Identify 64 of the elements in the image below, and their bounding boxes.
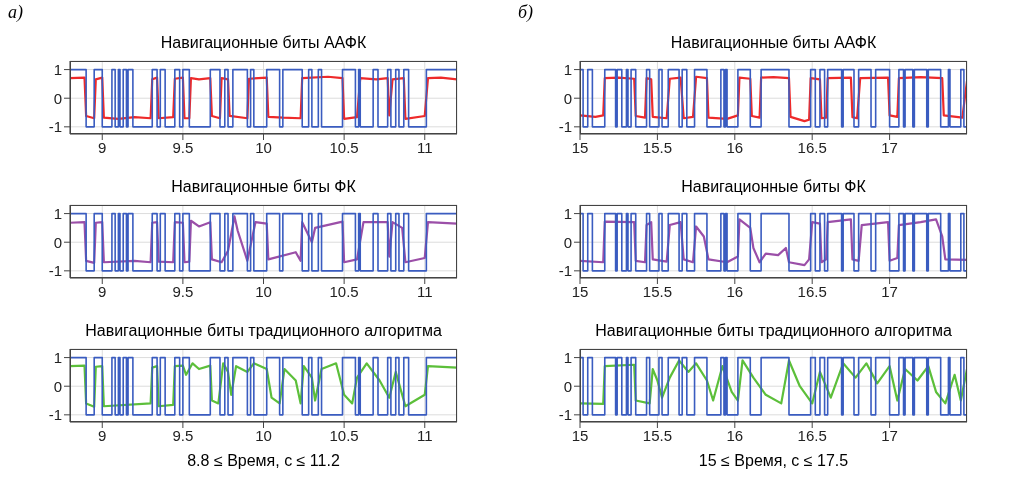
- x-axis-title: 15 ≤ Время, с ≤ 17.5: [697, 452, 850, 470]
- x-tick-label: 17: [881, 426, 898, 444]
- x-tick-label: 15: [571, 282, 589, 300]
- x-tick-label: 15: [571, 426, 589, 444]
- chart-title: Навигационные биты традиционного алгоритма: [594, 322, 953, 340]
- x-tick-label: 11: [416, 138, 433, 156]
- x-tick-label: 10.5: [329, 138, 359, 156]
- y-tick-label: 0: [563, 377, 572, 395]
- y-tick-label: -1: [48, 406, 62, 424]
- x-tick-label: 15.5: [642, 282, 672, 300]
- y-tick-label: -1: [48, 118, 62, 136]
- y-tick-label: -1: [558, 406, 572, 424]
- y-tick-label: 0: [563, 233, 572, 251]
- x-tick-label: 16: [726, 282, 744, 300]
- x-tick-label: 9: [98, 138, 107, 156]
- y-tick-label: 1: [563, 60, 572, 78]
- x-tick-label: 16.5: [797, 282, 827, 300]
- x-tick-label: 9: [98, 426, 107, 444]
- y-tick-label: 1: [53, 60, 62, 78]
- x-tick-label: 9.5: [172, 282, 194, 300]
- y-tick-label: -1: [48, 262, 62, 280]
- x-tick-label: 17: [881, 138, 898, 156]
- line-series: [70, 75, 457, 120]
- chart-title: Навигационные биты ААФК: [669, 34, 878, 52]
- x-tick-label: 15: [571, 138, 589, 156]
- x-tick-label: 9.5: [172, 426, 194, 444]
- line-series: [70, 215, 457, 264]
- x-tick-label: 9.5: [172, 138, 194, 156]
- y-tick-label: -1: [558, 118, 572, 136]
- chart-title: Навигационные биты ФК: [680, 178, 867, 196]
- y-tick-label: 1: [563, 348, 572, 366]
- x-tick-label: 11: [416, 282, 433, 300]
- y-tick-label: 0: [53, 233, 62, 251]
- x-tick-label: 16.5: [797, 426, 827, 444]
- x-tick-label: 11: [416, 426, 433, 444]
- x-tick-label: 16.5: [797, 138, 827, 156]
- line-series: [70, 362, 457, 408]
- x-tick-label: 10: [255, 426, 272, 444]
- y-tick-label: 0: [563, 89, 572, 107]
- line-series: [580, 218, 967, 267]
- y-tick-label: 1: [53, 204, 62, 222]
- x-tick-label: 15.5: [642, 426, 672, 444]
- line-series: [580, 359, 967, 406]
- y-tick-label: 1: [563, 204, 572, 222]
- y-tick-label: -1: [558, 262, 572, 280]
- text: а): [8, 2, 23, 23]
- y-tick-label: 0: [53, 377, 62, 395]
- x-tick-label: 15.5: [642, 138, 672, 156]
- chart-title: Навигационные биты традиционного алгоритма: [84, 322, 443, 340]
- x-tick-label: 17: [881, 282, 898, 300]
- line-series: [580, 75, 967, 123]
- y-tick-label: 0: [53, 89, 62, 107]
- x-tick-label: 10.5: [329, 282, 359, 300]
- x-tick-label: 10.5: [329, 426, 359, 444]
- x-tick-label: 16: [726, 138, 744, 156]
- chart-title: Навигационные биты ФК: [170, 178, 357, 196]
- x-tick-label: 16: [726, 426, 744, 444]
- x-tick-label: 10: [255, 138, 272, 156]
- chart-title: Навигационные биты ААФК: [159, 34, 368, 52]
- text: б): [518, 2, 534, 23]
- x-tick-label: 10: [255, 282, 272, 300]
- y-tick-label: 1: [53, 348, 62, 366]
- x-axis-title: 8.8 ≤ Время, с ≤ 11.2: [186, 452, 341, 470]
- x-tick-label: 9: [98, 282, 107, 300]
